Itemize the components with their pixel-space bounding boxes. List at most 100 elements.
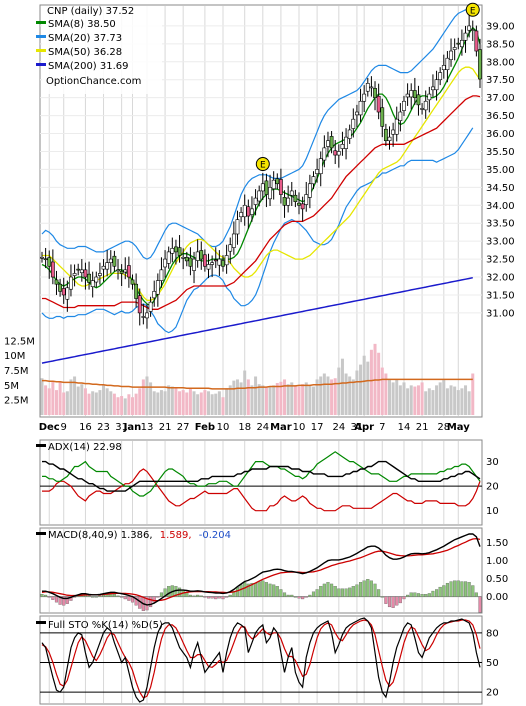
candle-body [76, 268, 81, 271]
macd-hist-bar [471, 585, 475, 597]
candle-body [108, 258, 113, 263]
macd-hist-bar [348, 587, 352, 597]
volume-tick-label: 2.5M [4, 396, 29, 407]
candle-body [123, 269, 128, 273]
volume-bar [109, 391, 113, 415]
candle-body [119, 270, 124, 274]
macd-hist-bar [185, 592, 189, 597]
macd-legend: MACD(8,40,9) 1.386, 1.589, -0.204 [36, 530, 231, 541]
candle-body [478, 49, 482, 80]
macd-hist-bar [377, 589, 381, 597]
y-tick-label: 36.00 [486, 129, 515, 140]
candle-body [94, 276, 99, 283]
y-tick-label: 35.50 [486, 147, 515, 158]
candle-body [474, 30, 479, 52]
volume-bar [163, 391, 167, 415]
candle-body [264, 180, 269, 195]
volume-bar [388, 379, 392, 415]
volume-bar [178, 391, 182, 415]
macd-hist-bar [373, 583, 377, 597]
candle-body [456, 42, 461, 45]
volume-bar [395, 379, 399, 415]
macd-hist-bar [152, 596, 156, 603]
volume-bar [228, 385, 232, 415]
candle-body [311, 176, 316, 185]
macd-hist-bar [344, 588, 348, 597]
macd-hist-bar [210, 596, 214, 599]
volume-tick-label: 7.5M [4, 366, 29, 377]
volume-bar [130, 397, 134, 415]
adx-tick-label: 10 [486, 506, 499, 517]
adx-legend: ADX(14) 22.98 [36, 442, 122, 453]
volume-bar [326, 376, 330, 415]
candle-body [275, 178, 280, 185]
earnings-markers: EE [255, 2, 480, 172]
bollinger-upper-line [41, 9, 474, 260]
legend-sma20: SMA(20) 37.73 [48, 33, 122, 44]
candle-body [347, 129, 352, 139]
y-tick-label: 33.00 [486, 237, 515, 248]
macd-hist-bar [369, 580, 373, 597]
macd-hist-bar [424, 594, 428, 597]
candle-body [188, 257, 193, 267]
volume-average-line [42, 378, 473, 390]
volume-bar [94, 392, 98, 415]
volume-bar [453, 386, 457, 415]
macd-hist-bar [308, 594, 312, 597]
volume-bar [156, 392, 160, 415]
candle-body [369, 86, 374, 89]
volume-bar [250, 385, 254, 415]
candle-body [318, 158, 323, 175]
macd-hist-bar [261, 580, 265, 597]
candle-body [159, 269, 164, 281]
macd-hist-bar [406, 594, 410, 597]
macd-hist-bar [264, 582, 268, 597]
candle-body [170, 248, 175, 254]
candle-body [210, 262, 215, 265]
macd-hist-bar [453, 580, 457, 597]
candle-body [155, 280, 160, 295]
volume-bar [112, 393, 116, 415]
volume-bar [290, 382, 294, 415]
candle-body [460, 39, 464, 48]
volume-bar [134, 393, 138, 415]
volume-bar [51, 380, 55, 415]
volume-bar [170, 386, 174, 415]
sto-lines [40, 617, 482, 703]
volume-bar [73, 376, 77, 415]
y-tick-label: 34.00 [486, 201, 515, 212]
macd-hist-bar [206, 596, 211, 599]
volume-bar [322, 373, 326, 415]
volume-bar [83, 388, 87, 415]
macd-hist-bar [293, 596, 297, 598]
sto-d-line [41, 619, 481, 699]
volume-bar [188, 388, 192, 415]
macd-hist-bar [322, 583, 326, 597]
candle-body [253, 197, 258, 205]
macd-hist-bar [333, 586, 337, 597]
x-tick-label: May [447, 422, 470, 433]
candle-body [416, 94, 421, 106]
candle-body [376, 95, 381, 113]
volume-bar [44, 385, 48, 415]
volume-bar [427, 388, 431, 415]
macd-hist-bar [326, 582, 330, 597]
macd-hist-bar [156, 596, 160, 598]
x-tick-label: Feb [195, 422, 215, 433]
macd-hist-bar [337, 588, 341, 597]
candle-body [54, 279, 59, 285]
macd-hist-bar [456, 580, 460, 597]
chart-title: CNP (daily) 37.52 [47, 6, 134, 17]
macd-tick-label: 1.00 [486, 556, 508, 567]
macd-hist-bar [286, 594, 290, 597]
volume-bar [138, 388, 142, 415]
candle-body [355, 111, 359, 116]
macd-hist-bar [196, 594, 200, 597]
macd-legend-swatch [36, 532, 46, 535]
volume-bar [221, 397, 225, 415]
y-tick-label: 35.00 [486, 165, 515, 176]
candle-body [257, 190, 262, 202]
volume-bar [257, 384, 261, 415]
volume-bar [311, 386, 315, 415]
macd-hist-bar [112, 594, 116, 597]
